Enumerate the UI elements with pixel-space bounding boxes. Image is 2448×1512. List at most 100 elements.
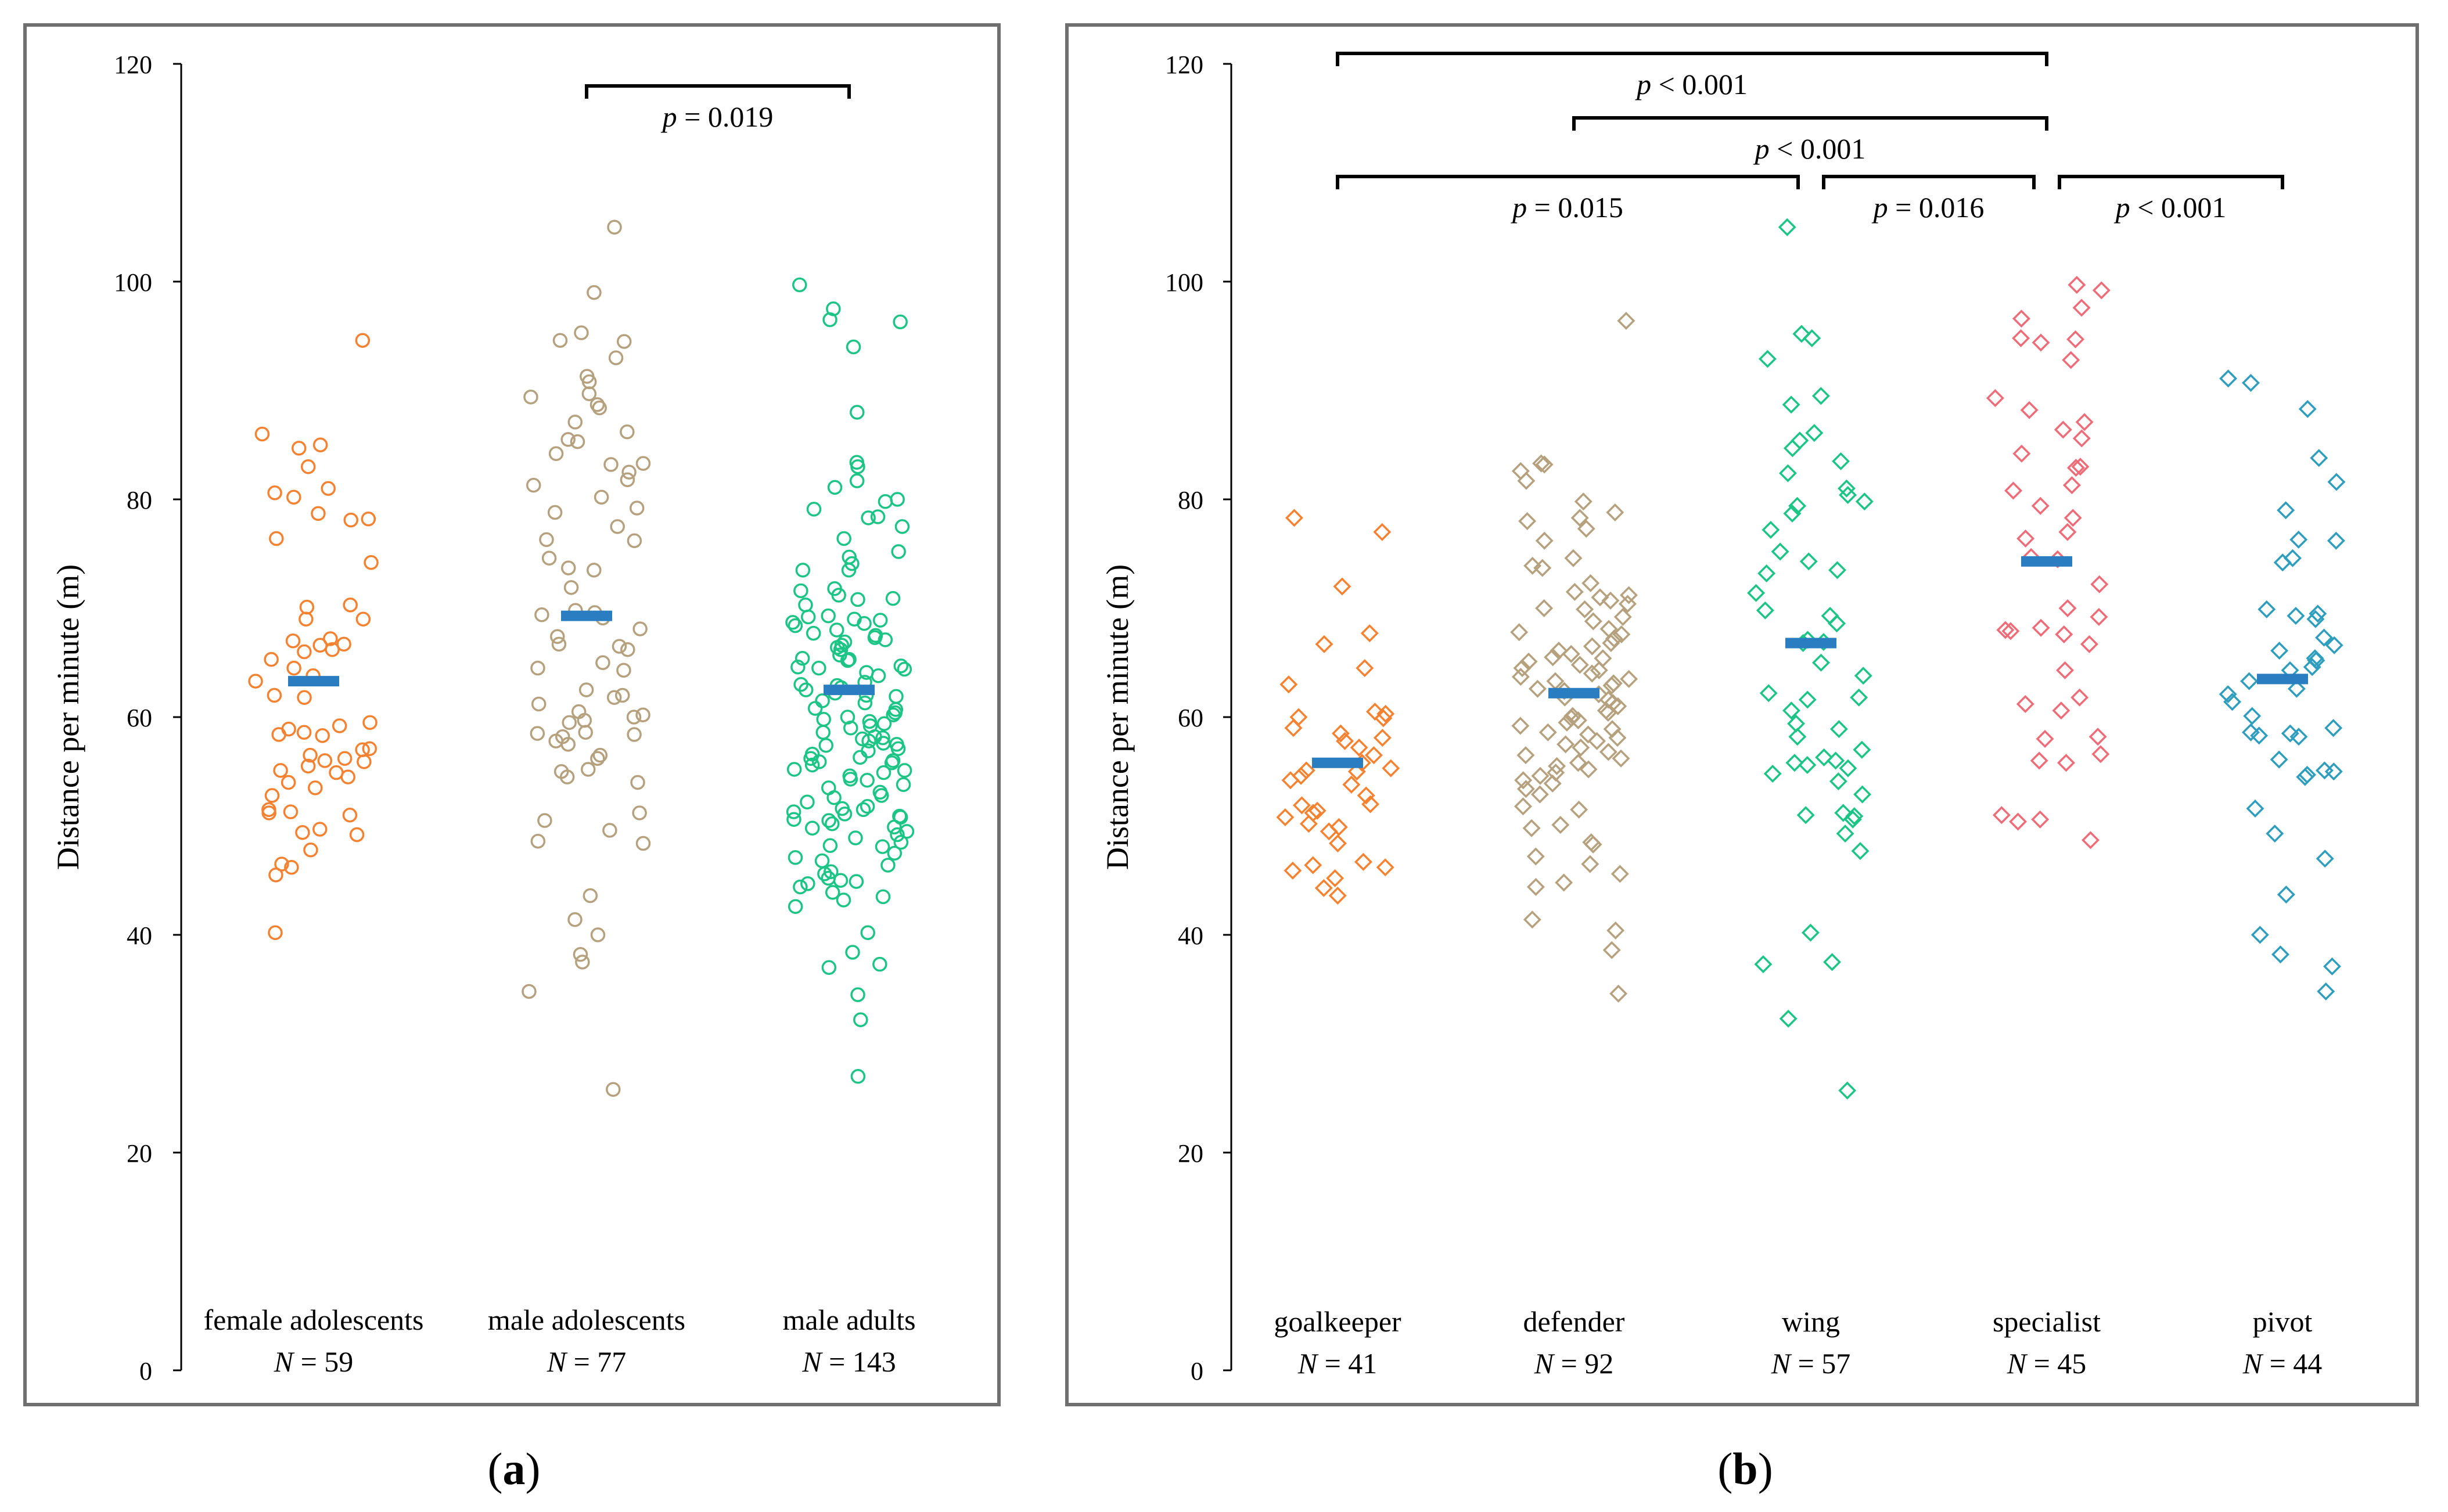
data-point xyxy=(1364,746,1383,765)
data-point xyxy=(537,813,552,828)
data-point xyxy=(1783,439,1802,458)
data-point xyxy=(894,519,910,534)
data-point xyxy=(836,892,851,908)
data-point xyxy=(2219,369,2238,388)
data-point xyxy=(795,563,811,578)
mean-marker xyxy=(288,676,339,687)
data-point xyxy=(1532,454,1551,473)
data-point xyxy=(1530,785,1549,804)
data-point xyxy=(1350,739,1368,757)
data-point xyxy=(2020,401,2039,419)
data-point xyxy=(850,1069,866,1084)
data-point xyxy=(269,531,284,546)
data-point xyxy=(594,489,609,505)
category-label: goalkeeper xyxy=(1274,1305,1401,1338)
y-tick-label: 40 xyxy=(1178,921,1203,950)
data-point xyxy=(1618,595,1637,613)
data-point xyxy=(822,838,838,853)
data-point xyxy=(541,550,557,566)
data-point xyxy=(2056,661,2074,679)
data-point xyxy=(629,501,645,516)
data-point xyxy=(2240,672,2259,690)
data-point xyxy=(526,477,541,493)
data-point xyxy=(560,560,576,575)
data-point xyxy=(1763,765,1782,783)
data-point xyxy=(1986,389,2004,408)
data-point xyxy=(1613,608,1632,626)
data-point xyxy=(846,339,861,355)
data-point xyxy=(2242,373,2260,392)
data-point xyxy=(614,687,630,703)
data-point xyxy=(620,424,635,440)
data-point xyxy=(1838,1081,1857,1100)
data-point xyxy=(2223,693,2242,711)
data-point xyxy=(2281,724,2299,743)
data-point xyxy=(1564,549,1583,567)
data-point xyxy=(1815,748,1834,766)
data-point xyxy=(530,660,545,676)
data-point xyxy=(1606,503,1624,521)
data-point xyxy=(261,805,276,820)
data-point xyxy=(1853,785,1872,804)
data-point xyxy=(1785,754,1804,772)
data-point xyxy=(1754,955,1773,974)
data-point xyxy=(343,512,358,528)
data-point xyxy=(1558,713,1576,732)
data-point xyxy=(804,757,820,773)
data-point xyxy=(303,843,318,858)
data-point xyxy=(1606,921,1625,939)
data-point xyxy=(1788,728,1807,746)
data-point xyxy=(295,825,310,840)
data-point xyxy=(1827,751,1845,770)
significance-bracket xyxy=(1572,116,2048,131)
caption-a: (a) xyxy=(487,1443,541,1494)
mean-marker xyxy=(824,685,875,696)
y-tick-label: 20 xyxy=(1178,1139,1203,1168)
data-point xyxy=(271,727,286,742)
data-point xyxy=(1523,910,1541,929)
data-point xyxy=(843,721,858,736)
data-point xyxy=(1514,797,1532,816)
data-point xyxy=(2289,530,2308,549)
data-point xyxy=(2016,530,2035,548)
data-point xyxy=(2316,849,2334,868)
category-label: male adolescents xyxy=(488,1304,685,1336)
data-point xyxy=(308,780,323,795)
data-point xyxy=(1357,786,1375,805)
data-point xyxy=(822,312,837,327)
data-point xyxy=(1328,834,1347,852)
data-point xyxy=(2001,622,2020,640)
data-point xyxy=(1612,625,1631,643)
data-point xyxy=(1535,599,1554,617)
data-point xyxy=(850,459,865,474)
data-point xyxy=(567,415,583,430)
data-point xyxy=(581,386,597,401)
data-point xyxy=(850,405,865,420)
data-point xyxy=(1526,878,1545,896)
data-point xyxy=(2080,635,2098,653)
data-point xyxy=(1782,395,1800,414)
data-point xyxy=(1329,818,1348,836)
data-point xyxy=(621,465,637,480)
data-point xyxy=(578,725,593,740)
data-point xyxy=(1759,684,1778,703)
data-point xyxy=(1276,808,1295,826)
data-point xyxy=(281,775,296,790)
data-point xyxy=(2032,618,2050,637)
data-point xyxy=(860,799,875,814)
data-point xyxy=(1518,512,1537,530)
data-point xyxy=(1279,675,1298,694)
data-point xyxy=(860,925,875,940)
category-label: wing xyxy=(1782,1305,1840,1338)
y-tick-label: 80 xyxy=(127,486,152,514)
data-point xyxy=(1609,984,1628,1003)
data-point xyxy=(886,707,901,722)
p-value-label: p = 0.016 xyxy=(1872,191,1985,224)
data-point xyxy=(1297,761,1315,780)
data-point xyxy=(1544,648,1562,667)
data-point xyxy=(586,563,602,578)
data-point xyxy=(1828,561,1846,579)
data-point xyxy=(843,772,858,787)
data-point xyxy=(1308,801,1327,820)
